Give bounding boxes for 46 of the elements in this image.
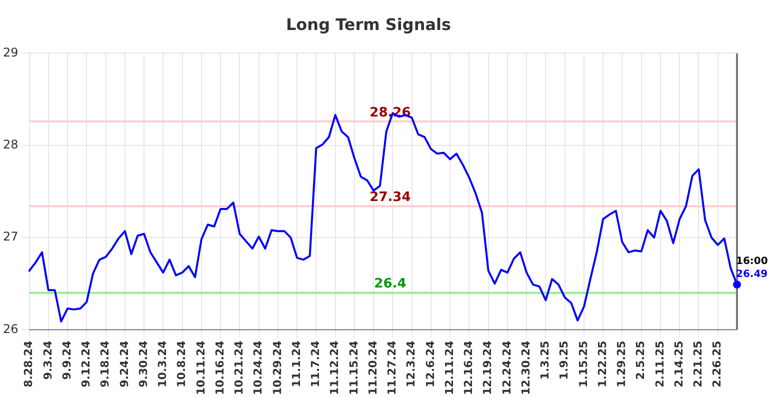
x-tick-label: 2.21.25 — [692, 340, 705, 388]
x-tick-label: 12.16.24 — [462, 340, 476, 395]
y-tick-label: 28 — [2, 138, 18, 152]
x-tick-label: 10.24.24 — [252, 340, 265, 395]
annotation: 16:00 — [736, 256, 768, 268]
annotation: 26.49 — [736, 269, 768, 280]
x-tick-label: 1.22.25 — [596, 340, 609, 388]
x-tick-label: 2.14.25 — [672, 340, 686, 388]
x-tick-label: 10.21.24 — [232, 340, 246, 395]
x-tick-label: 10.16.24 — [213, 340, 226, 395]
x-tick-label: 12.19.24 — [481, 340, 494, 395]
x-tick-label: 11.15.24 — [347, 340, 360, 395]
y-tick-label: 26 — [2, 322, 18, 336]
x-tick-label: 9.3.24 — [41, 340, 54, 380]
x-tick-label: 10.29.24 — [270, 340, 284, 395]
y-tick-label: 27 — [2, 230, 18, 244]
x-tick-label: 9.30.24 — [136, 340, 150, 388]
x-tick-label: 1.29.25 — [615, 340, 628, 388]
x-tick-label: 1.9.25 — [558, 340, 571, 380]
x-tick-label: 11.27.24 — [386, 340, 399, 395]
x-tick-label: 2.11.25 — [653, 340, 666, 388]
x-tick-label: 12.24.24 — [500, 340, 514, 395]
x-tick-label: 1.3.25 — [538, 340, 552, 380]
x-tick-label: 11.1.24 — [290, 340, 303, 388]
x-tick-label: 9.18.24 — [98, 340, 112, 388]
x-tick-label: 10.8.24 — [175, 340, 188, 388]
x-tick-label: 12.3.24 — [404, 340, 418, 388]
x-tick-label: 12.11.24 — [442, 340, 456, 395]
x-tick-label: 2.26.25 — [710, 340, 724, 388]
y-tick-label: 29 — [2, 45, 18, 60]
x-tick-label: 2.5.25 — [634, 340, 648, 380]
x-tick-label: 9.12.24 — [80, 340, 93, 388]
ref-line-label: 27.34 — [370, 190, 411, 206]
x-tick-label: 1.15.25 — [576, 340, 590, 388]
x-tick-label: 9.24.24 — [118, 340, 131, 388]
x-tick-label: 11.20.24 — [366, 340, 380, 395]
x-tick-label: 11.12.24 — [328, 340, 342, 395]
x-tick-label: 10.11.24 — [194, 340, 208, 395]
x-tick-label: 11.7.24 — [309, 340, 322, 388]
x-tick-label: 9.9.24 — [60, 340, 74, 380]
x-tick-label: 8.28.24 — [22, 340, 36, 388]
x-tick-label: 12.6.24 — [424, 340, 437, 388]
chart-title: Long Term Signals — [286, 14, 452, 34]
x-tick-label: 12.30.24 — [519, 340, 532, 395]
ref-line-label: 26.4 — [374, 276, 406, 292]
x-tick-label: 10.3.24 — [156, 340, 170, 388]
